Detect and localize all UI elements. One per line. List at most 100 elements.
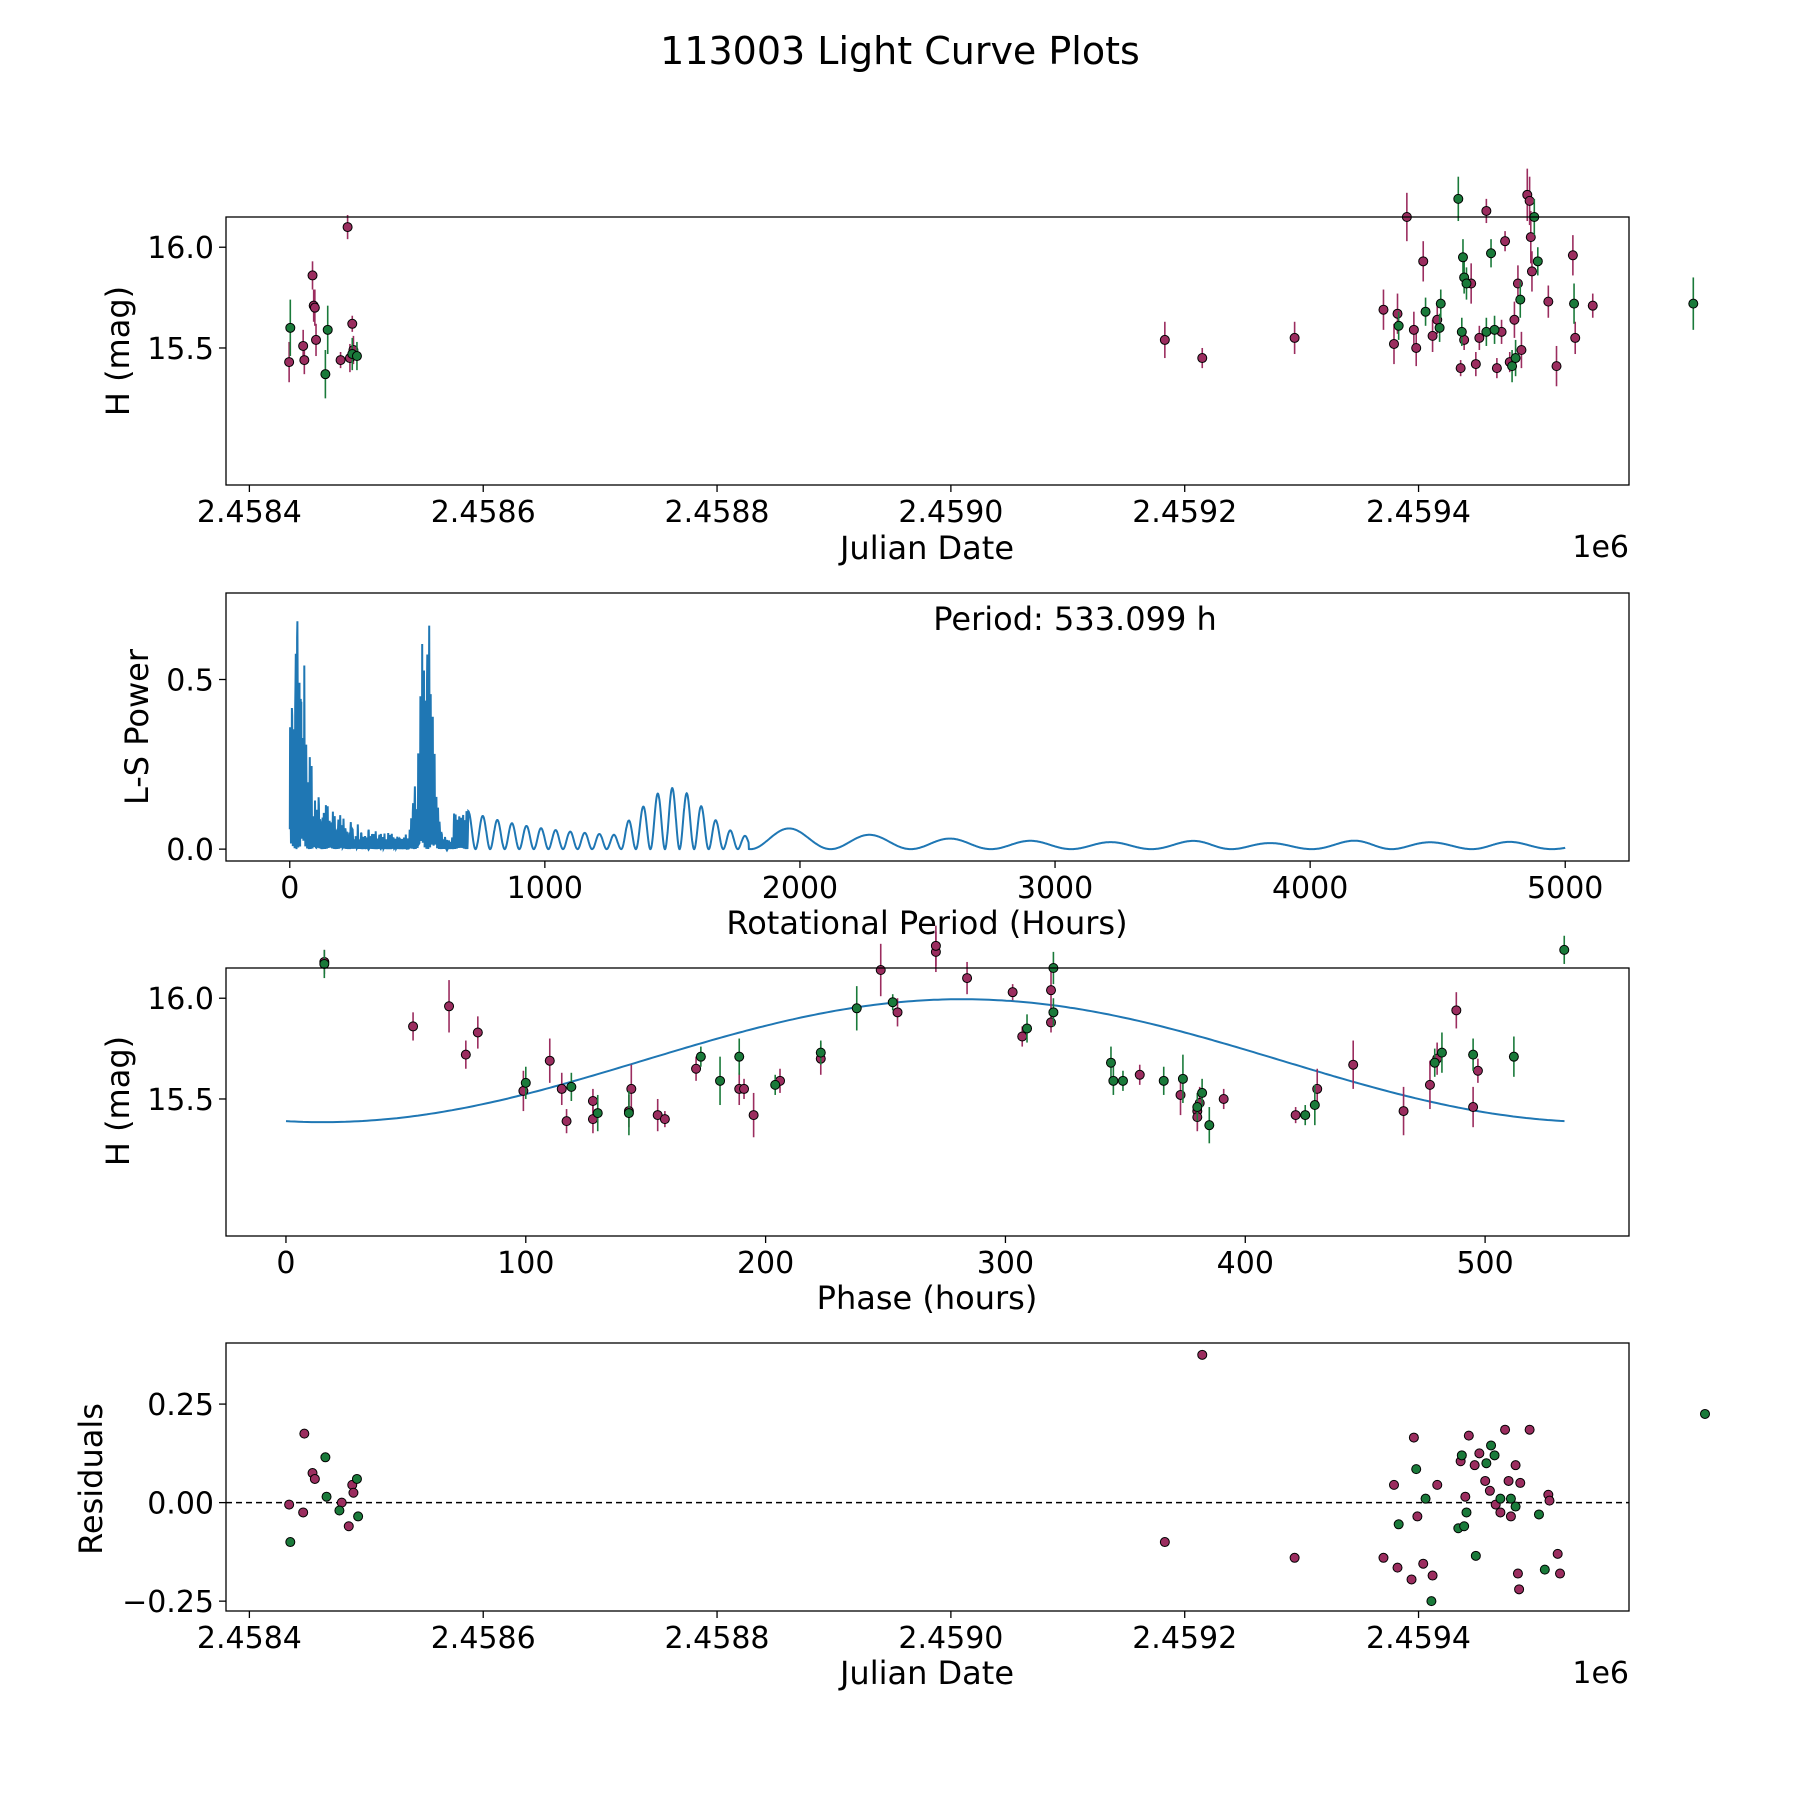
y-tick-label: 15.5 <box>147 1083 214 1118</box>
magenta-data-point <box>1512 278 1523 289</box>
magenta-data-point <box>1408 324 1419 335</box>
green-data-point <box>1177 1073 1188 1084</box>
green-data-point <box>319 958 330 969</box>
magenta-data-point <box>875 965 886 976</box>
x-tick-label: 3000 <box>1017 871 1093 906</box>
green-data-point <box>334 1505 345 1516</box>
magenta-data-point <box>1290 1110 1301 1121</box>
magenta-data-point <box>1515 1477 1526 1488</box>
magenta-data-point <box>1411 342 1422 353</box>
magenta-data-point <box>309 302 320 313</box>
magenta-data-point <box>1503 1475 1514 1486</box>
x-tick-label: 1000 <box>507 871 583 906</box>
magenta-data-point <box>298 1507 309 1518</box>
green-data-point <box>623 1108 634 1119</box>
magenta-data-point <box>335 355 346 366</box>
magenta-data-point <box>1463 1430 1474 1441</box>
magenta-data-point <box>1500 1424 1511 1435</box>
panel-lightcurve: 2.4584 2.4586 2.4588 2.4590 2.4592 2.4594 16.0… <box>99 168 1699 567</box>
green-data-point <box>1539 1564 1550 1575</box>
magenta-data-point <box>1470 359 1481 370</box>
magenta-data-point <box>587 1095 598 1106</box>
magenta-data-point <box>1392 308 1403 319</box>
green-data-point <box>1022 1023 1033 1034</box>
residuals-marks <box>226 1349 1710 1607</box>
magenta-data-point <box>1427 1570 1438 1581</box>
green-data-point <box>1411 1464 1422 1475</box>
magenta-data-point <box>1348 1059 1359 1070</box>
green-data-point <box>1489 324 1500 335</box>
x-tick-label: 100 <box>497 1246 554 1281</box>
panel-periodogram: 0 1000 2000 3000 4000 5000 0.0 0.5 Period: 533.… <box>118 592 1630 942</box>
magenta-data-point <box>1398 1106 1409 1117</box>
green-data-point <box>566 1081 577 1092</box>
magenta-data-point <box>348 1487 359 1498</box>
periodogram-annotation: Period: 533.099 h <box>933 600 1217 638</box>
green-data-point <box>1300 1110 1311 1121</box>
periodogram-ticks: 0 1000 2000 3000 4000 5000 0.0 0.5 <box>166 664 1603 906</box>
magenta-data-point <box>1510 1460 1521 1471</box>
green-data-point <box>851 1003 862 1014</box>
magenta-data-point <box>1046 985 1057 996</box>
magenta-data-point <box>444 1001 455 1012</box>
x-tick-label: 2000 <box>762 871 838 906</box>
lightcurve-x-offset: 1e6 <box>1572 530 1629 565</box>
magenta-data-point <box>1469 1460 1480 1471</box>
magenta-data-point <box>1474 332 1485 343</box>
green-data-point <box>285 1537 296 1548</box>
x-tick-label: 2.4584 <box>197 495 302 530</box>
magenta-data-point <box>472 1027 483 1038</box>
magenta-data-point <box>1408 1432 1419 1443</box>
magenta-data-point <box>1500 236 1511 247</box>
green-data-point <box>1461 278 1472 289</box>
x-tick-label: 2.4584 <box>197 1621 302 1656</box>
magenta-data-point <box>1555 1568 1566 1579</box>
magenta-data-point <box>1587 300 1598 311</box>
magenta-data-point <box>309 1473 320 1484</box>
magenta-data-point <box>1017 1031 1028 1042</box>
green-data-point <box>1486 248 1497 259</box>
magenta-data-point <box>1526 266 1537 277</box>
green-data-point <box>285 322 296 333</box>
magenta-data-point <box>691 1063 702 1074</box>
magenta-data-point <box>561 1116 572 1127</box>
lightcurve-marks <box>284 168 1699 399</box>
x-tick-label: 2.4590 <box>898 1621 1003 1656</box>
green-data-point <box>1453 193 1464 204</box>
magenta-data-point <box>1406 1574 1417 1585</box>
phased-xlabel: Phase (hours) <box>817 1279 1038 1317</box>
green-data-point <box>520 1077 531 1088</box>
magenta-data-point <box>343 1521 354 1532</box>
magenta-data-point <box>1418 256 1429 267</box>
green-data-point <box>1508 1051 1519 1062</box>
magenta-data-point <box>892 1007 903 1018</box>
phased-marks <box>285 925 1570 1144</box>
residuals-ticks: 2.4584 2.4586 2.4588 2.4590 2.4592 2.4594 0.25… <box>122 1388 1471 1656</box>
green-data-point <box>1468 1049 1479 1060</box>
magenta-data-point <box>739 1083 750 1094</box>
green-data-point <box>322 324 333 335</box>
green-data-point <box>321 1491 332 1502</box>
magenta-data-point <box>659 1114 670 1125</box>
magenta-data-point <box>1514 1584 1525 1595</box>
phased-frame <box>225 967 1630 1237</box>
green-data-point <box>1505 1493 1516 1504</box>
x-tick-label: 2.4588 <box>665 1621 770 1656</box>
green-data-point <box>1108 1075 1119 1086</box>
y-tick-label: 0.00 <box>147 1487 214 1522</box>
x-tick-label: 2.4586 <box>431 1621 536 1656</box>
panel-phased: 0 100 200 300 400 500 16.0 15.5 Phase (hours) H… <box>99 925 1630 1317</box>
x-tick-label: 0 <box>276 1246 295 1281</box>
magenta-data-point <box>1418 1558 1429 1569</box>
residuals-xlabel: Julian Date <box>838 1654 1014 1692</box>
magenta-data-point <box>556 1083 567 1094</box>
green-data-point <box>1117 1075 1128 1086</box>
green-data-point <box>1495 1493 1506 1504</box>
periodogram-line <box>288 621 1566 853</box>
green-data-point <box>1481 326 1492 337</box>
lightcurve-xlabel: Julian Date <box>838 529 1014 567</box>
green-data-point <box>320 1452 331 1463</box>
magenta-data-point <box>1388 338 1399 349</box>
magenta-data-point <box>1512 1568 1523 1579</box>
green-data-point <box>695 1051 706 1062</box>
